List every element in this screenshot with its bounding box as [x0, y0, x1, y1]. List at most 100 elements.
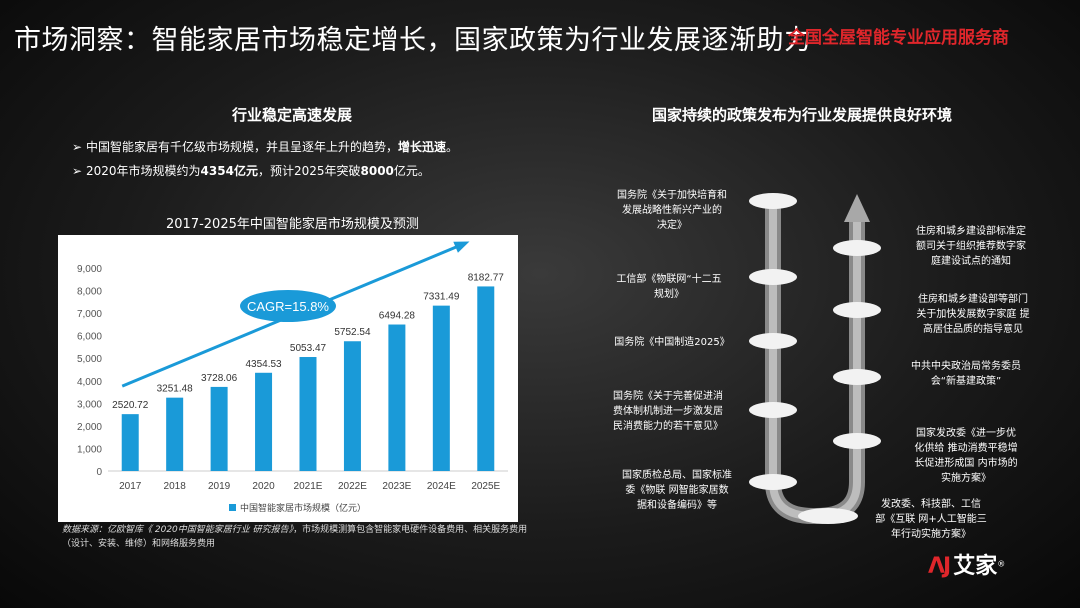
y-tick-label: 6,000: [77, 332, 102, 343]
y-tick-label: 8,000: [77, 287, 102, 298]
timeline-node: [749, 333, 797, 349]
timeline-node: [833, 369, 881, 385]
bullet-list: ➢ 中国智能家居有千亿级市场规模，并且呈逐年上升的趋势，增长迅速。 ➢ 2020年市…: [72, 135, 532, 183]
y-tick-label: 5,000: [77, 354, 102, 365]
y-tick-label: 3,000: [77, 399, 102, 410]
data-label: 3728.06: [201, 373, 238, 384]
bar: [388, 324, 406, 471]
policy-line: 委《物联 网智能家居数: [625, 485, 729, 496]
policy-item-right: 中共中央政治局常务委员 会“新基建政策”: [898, 359, 1034, 389]
timeline-node: [749, 269, 797, 285]
legend-label: 中国智能家居市场规模（亿元）: [240, 502, 366, 514]
policy-item-right: 住房和城乡建设部标准定 额司关于组织推荐数字家 庭建设试点的通知: [900, 224, 1042, 269]
policy-item-left: 国务院《关于加快培育和 发展战略性新兴产业的 决定》: [608, 188, 736, 233]
up-arrow-icon: [844, 194, 870, 222]
x-tick-label: 2022E: [338, 481, 367, 492]
bar: [477, 286, 495, 471]
policy-timeline: 国务院《关于加快培育和 发展战略性新兴产业的 决定》 工信部《物联网“十二五 规划》 国务…: [560, 120, 1080, 560]
y-tick-label: 2,000: [77, 422, 102, 433]
policy-item-left: 国务院《中国制造2025》: [602, 335, 742, 350]
policy-item-right: 住房和城乡建设部等部门 关于加快发展数字家庭 提高居住品质的指导意见: [900, 292, 1046, 337]
policy-line: 部《互联 网+人工智能三: [875, 514, 987, 525]
bar: [255, 372, 273, 471]
policy-line: 关于加快发展数字家庭 提: [916, 309, 1030, 320]
policy-line: 国务院《中国制造2025》: [614, 337, 730, 348]
registered-mark: ®: [997, 559, 1006, 569]
timeline-node: [833, 302, 881, 318]
policy-line: 发展战略性新兴产业的: [622, 205, 722, 216]
bar: [121, 414, 139, 471]
timeline-node: [749, 193, 797, 209]
bar-chart: 0 1,000 2,000 3,000 4,000 5,000 6,000 7,000 8,00…: [58, 235, 518, 522]
policy-line: 中共中央政治局常务委员: [911, 361, 1021, 372]
right-section-heading: 国家持续的政策发布为行业发展提供良好环境: [652, 106, 953, 124]
cagr-bubble: [240, 290, 336, 322]
bullet-item: ➢ 中国智能家居有千亿级市场规模，并且呈逐年上升的趋势，增长迅速。: [72, 135, 532, 159]
policy-line: 国家发改委《进一步优: [916, 428, 1016, 439]
logo-name: 艾家: [953, 554, 998, 579]
trend-arrow-head-icon: [453, 241, 470, 253]
policy-line: 年行动实施方案》: [891, 529, 971, 540]
data-label: 6494.28: [379, 311, 416, 322]
policy-line: 住房和城乡建设部等部门: [918, 294, 1028, 305]
policy-line: 住房和城乡建设部标准定: [916, 226, 1026, 237]
bar: [210, 386, 228, 471]
timeline-node: [749, 474, 797, 490]
policy-item-right: 发改委、科技部、工信 部《互联 网+人工智能三 年行动实施方案》: [860, 497, 1002, 542]
policy-item-right: 国家发改委《进一步优 化供给 推动消费平稳增 长促进形成国 内市场的 实施方案》: [898, 426, 1034, 486]
policy-line: 国务院《关于完善促进消: [613, 391, 723, 402]
x-tick-label: 2018: [164, 481, 187, 492]
y-tick-label: 4,000: [77, 377, 102, 388]
data-label: 2520.72: [112, 400, 149, 411]
policy-line: 高居住品质的指导意见: [923, 324, 1023, 335]
timeline-node: [833, 240, 881, 256]
arrow-bullet-icon: ➢: [72, 140, 83, 154]
policy-item-left: 国家质检总局、国家标准 委《物联 网智能家居数 据和设备编码》等: [612, 468, 742, 513]
company-logo: ΛJ 艾家®: [928, 548, 1005, 580]
arrow-bullet-icon: ➢: [72, 164, 83, 178]
data-label: 4354.53: [245, 359, 282, 370]
policy-line: 长促进形成国 内市场的: [914, 458, 1018, 469]
x-tick-label: 2024E: [427, 481, 456, 492]
logo-mark-icon: ΛJ: [928, 554, 951, 579]
policy-line: 费体制机制进一步激发居: [613, 406, 723, 417]
data-source-note: 数据来源：亿欧智库《 2020中国智能家居行业 研究报告》，市场规模测算包含智能…: [62, 525, 528, 549]
x-tick-label: 2025E: [471, 481, 500, 492]
policy-item-left: 工信部《物联网“十二五 规划》: [604, 272, 734, 302]
policy-item-left: 国务院《关于完善促进消 费体制机制进一步激发居 民消费能力的若干意见》: [598, 389, 738, 434]
timeline-node: [833, 433, 881, 449]
bar: [432, 305, 450, 471]
policy-line: 实施方案》: [941, 473, 991, 484]
y-tick-label: 9,000: [77, 264, 102, 275]
policy-line: 额司关于组织推荐数字家: [916, 241, 1026, 252]
policy-line: 发改委、科技部、工信: [881, 499, 981, 510]
data-label: 3251.48: [157, 384, 194, 395]
y-tick-label: 0: [96, 467, 102, 478]
policy-line: 会“新基建政策”: [930, 376, 1002, 387]
x-tick-label: 2021E: [294, 481, 323, 492]
data-label: 7331.49: [423, 292, 460, 303]
page-title: 市场洞察：智能家居市场稳定增长，国家政策为行业发展逐渐助力: [14, 25, 812, 56]
y-tick-label: 7,000: [77, 309, 102, 320]
policy-line: 规划》: [654, 289, 684, 300]
timeline-track-svg: [749, 193, 881, 524]
x-tick-label: 2019: [208, 481, 231, 492]
x-tick-label: 2020: [252, 481, 275, 492]
policy-line: 决定》: [657, 220, 687, 231]
timeline-node: [798, 508, 858, 524]
policy-line: 庭建设试点的通知: [931, 256, 1011, 267]
left-section-heading: 行业稳定高速发展: [232, 106, 353, 124]
policy-line: 工信部《物联网“十二五: [616, 274, 722, 285]
policy-line: 国务院《关于加快培育和: [617, 190, 727, 201]
cagr-label: CAGR=15.8%: [247, 299, 329, 314]
policy-line: 国家质检总局、国家标准: [622, 470, 732, 481]
bar: [299, 357, 317, 471]
legend-swatch: [229, 504, 236, 511]
y-tick-label: 1,000: [77, 444, 102, 455]
data-label: 5053.47: [290, 343, 327, 354]
x-tick-label: 2023E: [382, 481, 411, 492]
x-tick-label: 2017: [119, 481, 142, 492]
policy-line: 据和设备编码》等: [637, 500, 717, 511]
chart-title: 2017-2025年中国智能家居市场规模及预测: [166, 217, 419, 232]
bar-chart-svg: 0 1,000 2,000 3,000 4,000 5,000 6,000 7,000 8,00…: [77, 241, 508, 514]
